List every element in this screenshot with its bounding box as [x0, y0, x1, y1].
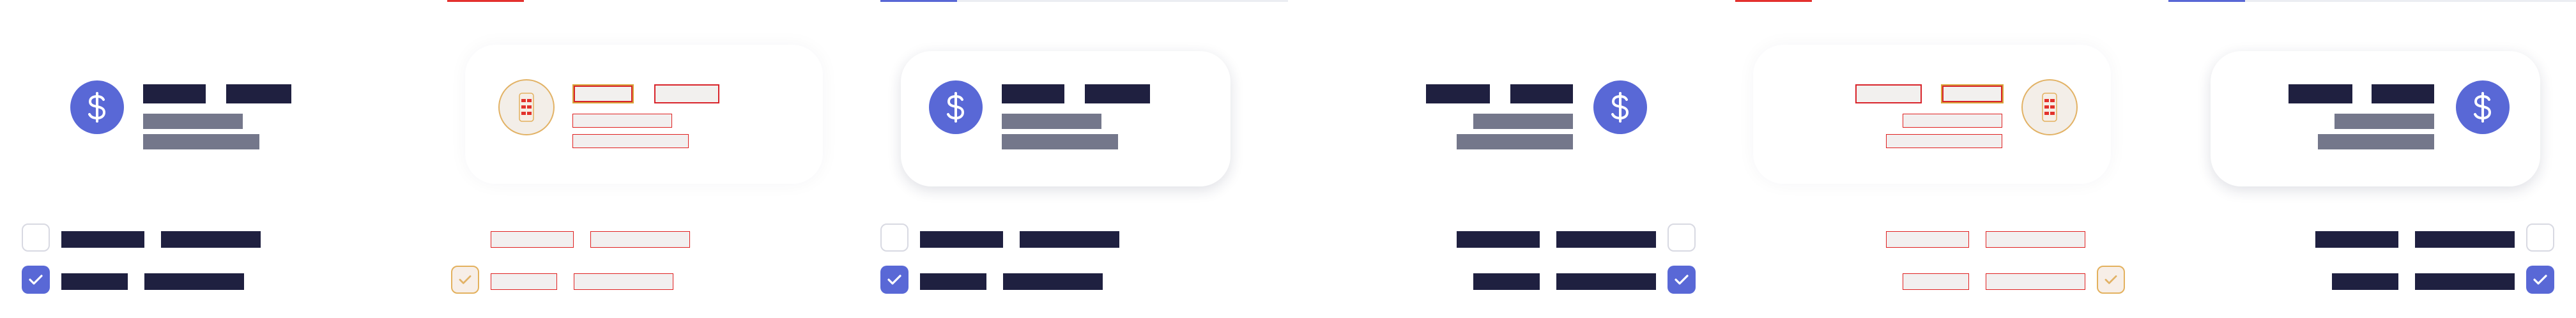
option-label-placeholder [161, 231, 261, 248]
title-placeholder-1 [1002, 84, 1064, 103]
checkbox-checked[interactable] [880, 266, 908, 294]
option-label-placeholder [1556, 273, 1656, 290]
caption-placeholder [1002, 134, 1118, 149]
checkbox-unchecked[interactable] [880, 223, 908, 252]
title-placeholder-1 [143, 84, 206, 103]
checkmark-icon [459, 275, 471, 284]
title-placeholder-2 [2288, 84, 2352, 103]
receipt-list-icon [2042, 93, 2057, 122]
title-placeholder-2 [1426, 84, 1490, 103]
divider [1735, 0, 1812, 2]
variant-panel-default-rtl [1288, 0, 1717, 318]
option-label-placeholder [2332, 273, 2398, 290]
divider [957, 0, 1288, 2]
dollar-sign-icon [1611, 92, 1629, 123]
dollar-avatar [1593, 80, 1647, 134]
divider [2168, 0, 2245, 2]
caption-placeholder [572, 134, 689, 148]
option-label-placeholder [1986, 231, 2085, 248]
option-label-placeholder [2415, 231, 2515, 248]
option-label-placeholder [1903, 273, 1969, 290]
divider [880, 0, 957, 2]
variant-panel-default-ltr [0, 0, 429, 318]
title-placeholder-2 [654, 84, 719, 103]
title-placeholder-1 [572, 84, 634, 103]
option-label-placeholder [920, 231, 1003, 248]
option-label-placeholder [2415, 273, 2515, 290]
subtitle-placeholder [1903, 114, 2002, 128]
option-label-placeholder [491, 231, 574, 248]
checkbox-checked[interactable] [22, 266, 50, 294]
option-label-placeholder [1457, 231, 1540, 248]
option-label-placeholder [1886, 231, 1969, 248]
caption-placeholder [1886, 134, 2002, 148]
subtitle-placeholder [1473, 114, 1573, 129]
option-label-placeholder [920, 273, 986, 290]
option-label-placeholder [491, 273, 557, 290]
checkmark-icon [1675, 275, 1689, 285]
dollar-avatar [2456, 80, 2510, 134]
dollar-sign-icon [88, 92, 106, 123]
option-label-placeholder [144, 273, 244, 290]
checkbox-unchecked[interactable] [22, 223, 50, 252]
option-label-placeholder [2315, 231, 2398, 248]
divider [447, 0, 524, 2]
caption-placeholder [1457, 134, 1573, 149]
variant-panel-card-rtl [2147, 0, 2576, 318]
checkbox-checked[interactable] [2526, 266, 2554, 294]
receipt-avatar [500, 80, 553, 134]
option-label-placeholder [1986, 273, 2085, 290]
caption-placeholder [143, 134, 259, 149]
option-label-placeholder [590, 231, 690, 248]
dollar-sign-icon [2474, 92, 2492, 123]
title-placeholder-1 [2372, 84, 2434, 103]
checkbox-checked[interactable] [1667, 266, 1696, 294]
dollar-sign-icon [947, 92, 965, 123]
option-label-placeholder [1003, 273, 1103, 290]
variant-panel-wireframe-rtl [1717, 0, 2147, 318]
option-label-placeholder [1473, 273, 1540, 290]
receipt-avatar [2023, 80, 2076, 134]
checkbox-checked[interactable] [451, 266, 479, 294]
title-placeholder-2 [1855, 84, 1922, 103]
subtitle-placeholder [572, 114, 672, 128]
checkmark-icon [29, 275, 43, 285]
subtitle-placeholder [2334, 114, 2434, 129]
variant-panel-wireframe-ltr [429, 0, 859, 318]
caption-placeholder [2318, 134, 2434, 149]
checkmark-icon [887, 275, 901, 285]
title-placeholder-2 [1085, 84, 1150, 103]
dollar-avatar [70, 80, 124, 134]
receipt-list-icon [519, 93, 534, 122]
title-placeholder-1 [1941, 84, 2004, 103]
option-label-placeholder [1020, 231, 1119, 248]
option-label-placeholder [61, 273, 128, 290]
title-placeholder-1 [1510, 84, 1573, 103]
variant-panel-card-ltr [859, 0, 1288, 318]
dollar-avatar [929, 80, 983, 134]
subtitle-placeholder [143, 114, 243, 129]
checkbox-checked[interactable] [2097, 266, 2125, 294]
divider [2245, 0, 2576, 2]
checkbox-unchecked[interactable] [2526, 223, 2554, 252]
title-placeholder-2 [226, 84, 291, 103]
option-label-placeholder [61, 231, 144, 248]
option-label-placeholder [1556, 231, 1656, 248]
option-label-placeholder [574, 273, 673, 290]
subtitle-placeholder [1002, 114, 1101, 129]
checkmark-icon [2533, 275, 2547, 285]
checkmark-icon [2104, 275, 2117, 284]
checkbox-unchecked[interactable] [1667, 223, 1696, 252]
